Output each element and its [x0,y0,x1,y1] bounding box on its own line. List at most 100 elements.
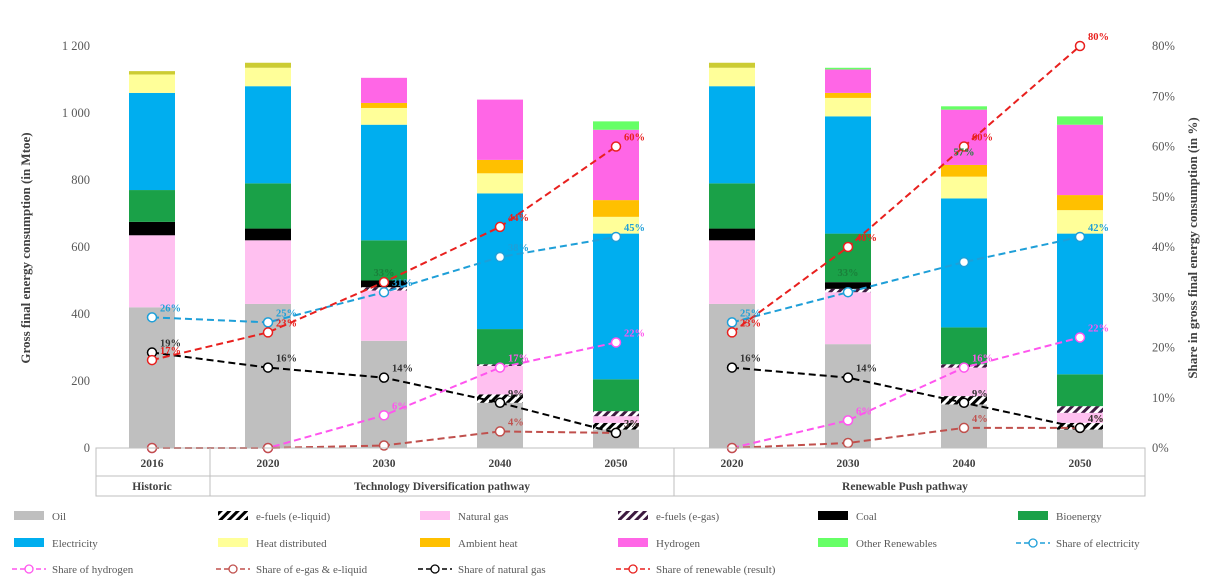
x-axis-box [95,447,1146,497]
data-label: 4% [1088,414,1104,425]
legend-label: Hydrogen [656,538,700,550]
bar-segment [361,240,407,281]
x-tick-label: 2030 [373,458,396,470]
legend-swatch [14,511,44,520]
share-point [958,256,970,268]
legend-swatch [24,564,34,574]
bar-segment [361,290,407,341]
x-tick-label: 2050 [605,458,628,470]
legend-label: e-fuels (e-gas) [656,511,720,523]
bar-segment [941,327,987,365]
share-point [726,327,738,338]
share-point [958,362,970,373]
bar-segment [941,164,987,177]
bar-segment [709,62,755,68]
legend-swatch [1028,538,1038,548]
bar-segment [129,71,175,75]
y-tick-right: 70% [1152,89,1175,103]
share-point [378,286,390,298]
share-point [494,426,506,437]
bar-segment [1057,406,1103,413]
bar-segment [361,340,407,448]
legend-swatch [1018,511,1048,520]
y-tick-right: 60% [1152,140,1175,154]
share-point [146,312,158,323]
share-point [842,286,854,298]
data-label: 14% [392,364,413,375]
legend-swatch [618,511,648,520]
legend-swatch [430,564,440,574]
data-label: 16% [276,354,297,365]
share-line [731,366,1081,429]
data-label: 33% [374,268,395,279]
data-label: 9% [972,389,988,400]
share-point [262,327,274,338]
legend-label: e-fuels (e-liquid) [256,511,331,523]
legend-label: Electricity [52,538,98,550]
bar-segment [245,86,291,184]
bar-segment [825,67,871,70]
bar-segment [129,92,175,191]
legend-label: Share of electricity [1056,538,1140,550]
bar-segment [245,62,291,68]
bar-segment [825,97,871,117]
data-label: 3% [624,419,640,430]
bar-segment [245,228,291,241]
share-point [1074,40,1086,52]
data-label: 80% [1088,32,1109,43]
bar-segment [245,183,291,229]
share-point [378,276,390,288]
legend-label: Coal [856,511,877,523]
legend-label: Oil [52,511,66,523]
x-group-label: Historic [132,481,172,493]
data-label: 6% [392,401,408,412]
bar-segment [709,240,755,304]
data-label: 60% [624,133,645,144]
bar-segment [593,121,639,130]
data-label: 26% [160,303,181,314]
x-group-label: Renewable Push pathway [842,481,968,493]
x-tick-label: 2040 [489,458,512,470]
bar-segment [361,77,407,103]
bar-segment [709,86,755,184]
data-label: 9% [508,389,524,400]
right-axis-title: Share in gross final energy consumption … [1185,117,1200,378]
x-tick-label: 2016 [141,458,164,470]
bar-segment [1057,116,1103,125]
data-label: 57% [954,148,975,159]
bar-segment [1057,374,1103,407]
share-point [958,422,970,434]
legend-label: Bioenergy [1056,511,1102,523]
y-tick-right: 40% [1152,240,1175,254]
legend-swatch [14,538,44,547]
bar-segment [1057,233,1103,375]
data-label: 25% [740,308,761,319]
legend-swatch [420,511,450,520]
x-tick-label: 2040 [953,458,976,470]
data-label: 33% [838,268,859,279]
x-tick-label: 2030 [837,458,860,470]
y-tick-left: 0 [84,441,90,455]
data-label: 17% [508,354,529,365]
share-point [378,410,390,421]
data-label: 60% [972,133,993,144]
bar-segment [245,240,291,304]
legend-label: Ambient heat [458,538,518,550]
bar-segment [593,379,639,412]
bar-segment [361,102,407,108]
bar-segment [709,67,755,87]
bar-segment [129,307,175,448]
share-point [842,437,854,449]
data-label: 23% [740,318,761,329]
share-point [1074,422,1086,434]
share-point [610,427,622,439]
legend-swatch [218,538,248,547]
bar-segment [825,116,871,234]
bar-segment [941,176,987,199]
share-point [842,415,854,426]
y-tick-left: 1 200 [62,39,90,53]
data-label: 16% [740,354,761,365]
legend-label: Natural gas [458,511,508,523]
y-tick-left: 1 000 [62,106,90,120]
y-tick-right: 0% [1152,441,1169,455]
